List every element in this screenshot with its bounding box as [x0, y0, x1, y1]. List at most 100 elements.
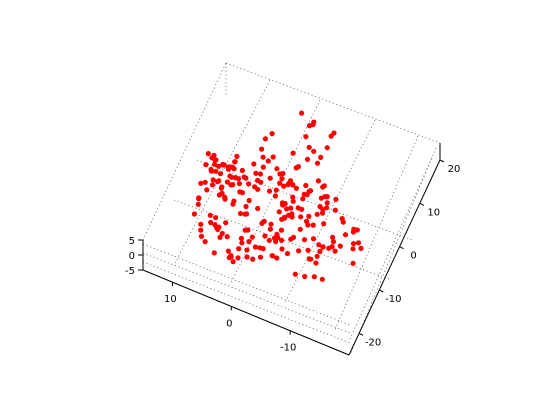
- data-point: [350, 246, 356, 252]
- data-point: [288, 205, 294, 211]
- data-point: [332, 207, 338, 213]
- data-point: [232, 159, 238, 165]
- data-point: [212, 222, 218, 228]
- data-point: [202, 179, 208, 185]
- data-point: [217, 171, 224, 177]
- data-point: [314, 211, 320, 217]
- data-point: [268, 221, 274, 227]
- tick-labels: 5 0 -5 10 0 -10 -20 -10 0 10 20: [125, 164, 460, 354]
- data-point: [330, 234, 336, 240]
- data-point: [302, 273, 308, 280]
- data-point: [308, 256, 314, 262]
- data-point: [260, 246, 266, 252]
- data-point: [340, 219, 346, 225]
- data-point: [299, 110, 305, 116]
- data-point: [208, 168, 214, 174]
- data-point: [242, 227, 248, 233]
- data-point: [260, 154, 266, 160]
- data-point: [316, 242, 322, 248]
- data-point: [329, 244, 335, 250]
- data-point: [238, 235, 244, 241]
- data-point: [219, 184, 225, 190]
- data-point: [274, 166, 280, 172]
- axis-box: [142, 143, 441, 356]
- data-point: [295, 164, 301, 170]
- data-point: [249, 234, 255, 240]
- data-point: [279, 237, 285, 243]
- data-point: [358, 245, 364, 251]
- data-point: [209, 182, 216, 188]
- data-point: [304, 156, 311, 162]
- data-point: [229, 174, 235, 180]
- data-point: [246, 197, 252, 204]
- data-point: [213, 215, 219, 221]
- data-point: [337, 243, 343, 249]
- data-point: [217, 234, 223, 240]
- data-point: [262, 233, 268, 239]
- data-point: [310, 236, 317, 242]
- data-point: [236, 181, 242, 187]
- data-point: [251, 161, 257, 167]
- data-point: [331, 130, 337, 136]
- data-point: [290, 198, 296, 204]
- data-point: [203, 162, 209, 168]
- data-point: [225, 248, 231, 254]
- data-point: [234, 153, 240, 159]
- data-point: [230, 182, 236, 188]
- y-tick-label: 20: [448, 164, 461, 175]
- data-point: [255, 205, 261, 212]
- data-point: [207, 212, 213, 218]
- data-point: [212, 161, 218, 167]
- data-point: [239, 240, 245, 246]
- data-point: [257, 254, 264, 260]
- data-point: [332, 248, 338, 254]
- data-point: [310, 122, 316, 128]
- data-point: [324, 200, 330, 206]
- data-point: [267, 175, 273, 181]
- data-point: [320, 244, 326, 250]
- data-point: [273, 187, 279, 193]
- data-point: [350, 241, 357, 247]
- data-point: [204, 187, 210, 193]
- data-point: [330, 239, 336, 245]
- x-tick-label: -10: [280, 343, 296, 354]
- data-point: [303, 134, 309, 140]
- data-point: [317, 248, 323, 254]
- data-point: [320, 184, 326, 190]
- data-point: [290, 182, 296, 188]
- data-point: [231, 166, 237, 172]
- y-tick-mark: [358, 332, 364, 336]
- data-point: [235, 176, 241, 182]
- data-point: [202, 239, 208, 245]
- tick-marks: [138, 159, 445, 336]
- data-point: [273, 238, 279, 245]
- data-point: [211, 250, 217, 256]
- data-point: [227, 164, 233, 170]
- data-point: [235, 255, 241, 261]
- data-point: [289, 214, 295, 220]
- data-point: [239, 167, 245, 174]
- y-tick-label: 10: [427, 207, 440, 218]
- data-point: [228, 253, 234, 259]
- data-point: [278, 227, 285, 233]
- data-point: [279, 176, 285, 182]
- data-point: [259, 220, 265, 226]
- data-point: [279, 246, 285, 252]
- z-tick-label: 5: [129, 236, 135, 247]
- data-point: [198, 221, 204, 227]
- data-point: [321, 221, 327, 227]
- data-point: [250, 256, 256, 262]
- data-point: [354, 227, 360, 233]
- data-point: [205, 151, 211, 157]
- data-point: [266, 237, 272, 243]
- data-point: [255, 177, 261, 183]
- data-point: [198, 227, 204, 233]
- y-tick-label: -20: [365, 337, 381, 348]
- data-point: [301, 191, 307, 197]
- data-point: [300, 196, 306, 202]
- data-point: [284, 206, 290, 212]
- data-point: [213, 168, 219, 174]
- data-point: [315, 178, 321, 184]
- data-point: [237, 210, 244, 217]
- data-point: [262, 136, 268, 142]
